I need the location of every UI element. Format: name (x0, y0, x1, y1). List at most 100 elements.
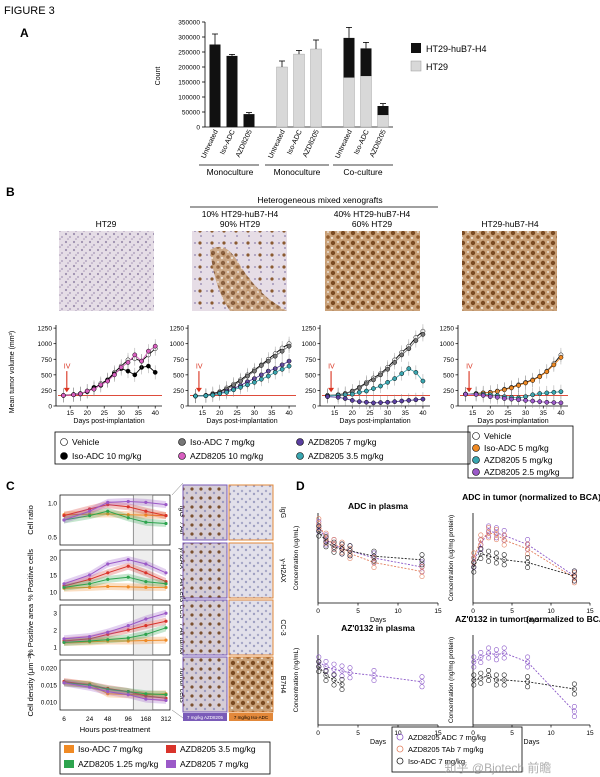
panel-d-point (525, 546, 531, 552)
panel-d-point (419, 563, 425, 569)
legend-marker (60, 438, 68, 446)
panel-b-xtick: 35 (402, 410, 410, 417)
legend-marker (396, 745, 404, 753)
legend-c-label: AZD8205 3.5 mg/kg (180, 744, 256, 754)
panel-d-point (486, 645, 492, 651)
legend-d-label: AZD8205 ADC 7 mg/kg (408, 733, 486, 742)
panel-d-point (371, 548, 377, 554)
growth-point (371, 386, 376, 391)
watermark: 知乎 @Bjotech 前瞻 (445, 760, 552, 775)
growth-point (265, 373, 271, 379)
ihc-image (228, 484, 274, 541)
panel-c-xtick: 48 (104, 716, 112, 723)
panel-c-xtick: 168 (140, 716, 151, 723)
panel-d-point (316, 528, 322, 534)
panel-b-ytick: 250 (173, 388, 184, 395)
ihc-image (182, 542, 228, 599)
panel-d-ylabel: Concentration (ng/mL) (293, 648, 300, 713)
panel-d-point (339, 541, 345, 547)
panel-d-point (471, 559, 477, 565)
ihc-row-label: γ-H2AX (279, 558, 286, 582)
panel-d-point (486, 655, 492, 661)
panel-d-xtick: 10 (547, 608, 555, 615)
panel-d-point (478, 542, 484, 548)
ihc-image (182, 599, 228, 656)
panel-a-ytick: 350000 (178, 20, 200, 27)
legend-swatch (64, 760, 74, 768)
growth-point (406, 398, 412, 403)
growth-point (203, 393, 209, 399)
panel-c-point (164, 638, 168, 642)
panel-c-point (88, 637, 92, 641)
panel-c-series (63, 504, 167, 517)
panel-d-point (486, 558, 492, 564)
legend-c-label: Iso-ADC 7 mg/kg (78, 744, 143, 754)
panel-c-point (88, 509, 92, 513)
panel-d-point (323, 544, 329, 550)
panel-d-point (501, 542, 507, 548)
legend-a-1: HT29-huB7-H4 (426, 44, 487, 54)
panel-d-point (347, 543, 353, 549)
ihc-caption-1: 7 mg/kg AZD8205 (187, 715, 224, 720)
panel-b-xlabel: Days post-implantation (73, 418, 144, 425)
panel-d-point (493, 677, 499, 683)
growth-point (258, 363, 264, 368)
panel-d-point (493, 532, 499, 538)
panel-c-row-label: % Positive area (26, 603, 35, 656)
panel-c-point (62, 681, 66, 685)
panel-d-point (493, 647, 499, 653)
panel-d-point (323, 677, 329, 683)
panel-d-point (471, 659, 477, 665)
panel-d-xtick: 0 (471, 608, 475, 615)
panel-c-ytick: 0.010 (41, 700, 58, 707)
panel-d-point (501, 557, 507, 563)
panel-c-point (106, 692, 110, 696)
panel-b-xtick: 40 (285, 410, 293, 417)
panel-d-point (323, 672, 329, 678)
panel-d-point (371, 559, 377, 565)
panel-d-point (316, 521, 322, 527)
panel-c-series (63, 565, 167, 587)
panel-c-point (164, 619, 168, 623)
panel-d-point (525, 674, 531, 680)
tumor-growth-chart: 0 250 500 750 1000 1250 15 20 25 30 35 40 Days post-… (38, 325, 162, 425)
panel-d-point (471, 677, 477, 683)
growth-point (392, 399, 398, 404)
panel-c: Cell ratio 0.5 1.0 IgG⁺ / All % Positive cel… (26, 482, 286, 775)
panel-d-point (419, 562, 425, 568)
panel-c-point (106, 632, 110, 637)
panel-c-point (144, 580, 148, 584)
panel-d-point (493, 657, 499, 663)
growth-point (146, 363, 151, 369)
panel-d-xtick: 10 (394, 608, 402, 615)
panel-d-point (331, 536, 337, 542)
panel-c-xtick: 312 (161, 716, 172, 723)
panel-b-ytick: 1250 (170, 326, 185, 333)
panel-b-ytick: 500 (173, 372, 184, 379)
panel-c-point (164, 582, 168, 586)
panel-c-point (62, 640, 66, 644)
panel-b-xtick: 40 (419, 410, 427, 417)
panel-b-ytick: 500 (443, 372, 454, 379)
growth-point (371, 377, 376, 383)
panel-d-title: ADC in tumor (normalized to BCA) (462, 492, 600, 502)
tumor-growth-chart: 0 250 500 750 1000 1250 15 20 25 30 35 40 Days post-… (170, 325, 296, 425)
panel-d-point (323, 542, 329, 548)
legend-swatch-ht29-huB7-H4 (411, 43, 421, 53)
panel-d-point (419, 674, 425, 680)
growth-point (272, 353, 278, 359)
panel-d-point (493, 682, 499, 688)
panel-d-series (473, 675, 575, 690)
panel-c-xlabel: Hours post-treatment (80, 725, 151, 734)
panel-b-xtick: 40 (557, 410, 565, 417)
panel-b-xtick: 35 (540, 410, 548, 417)
legend-swatch (166, 745, 176, 753)
panel-d-point (486, 523, 492, 529)
panel-d-point (571, 691, 577, 697)
growth-point (371, 400, 376, 406)
growth-point (502, 396, 507, 401)
panel-c-series (63, 559, 167, 585)
panel-a-bar (209, 33, 221, 127)
panel-d-title: ADC in plasma (348, 501, 408, 511)
